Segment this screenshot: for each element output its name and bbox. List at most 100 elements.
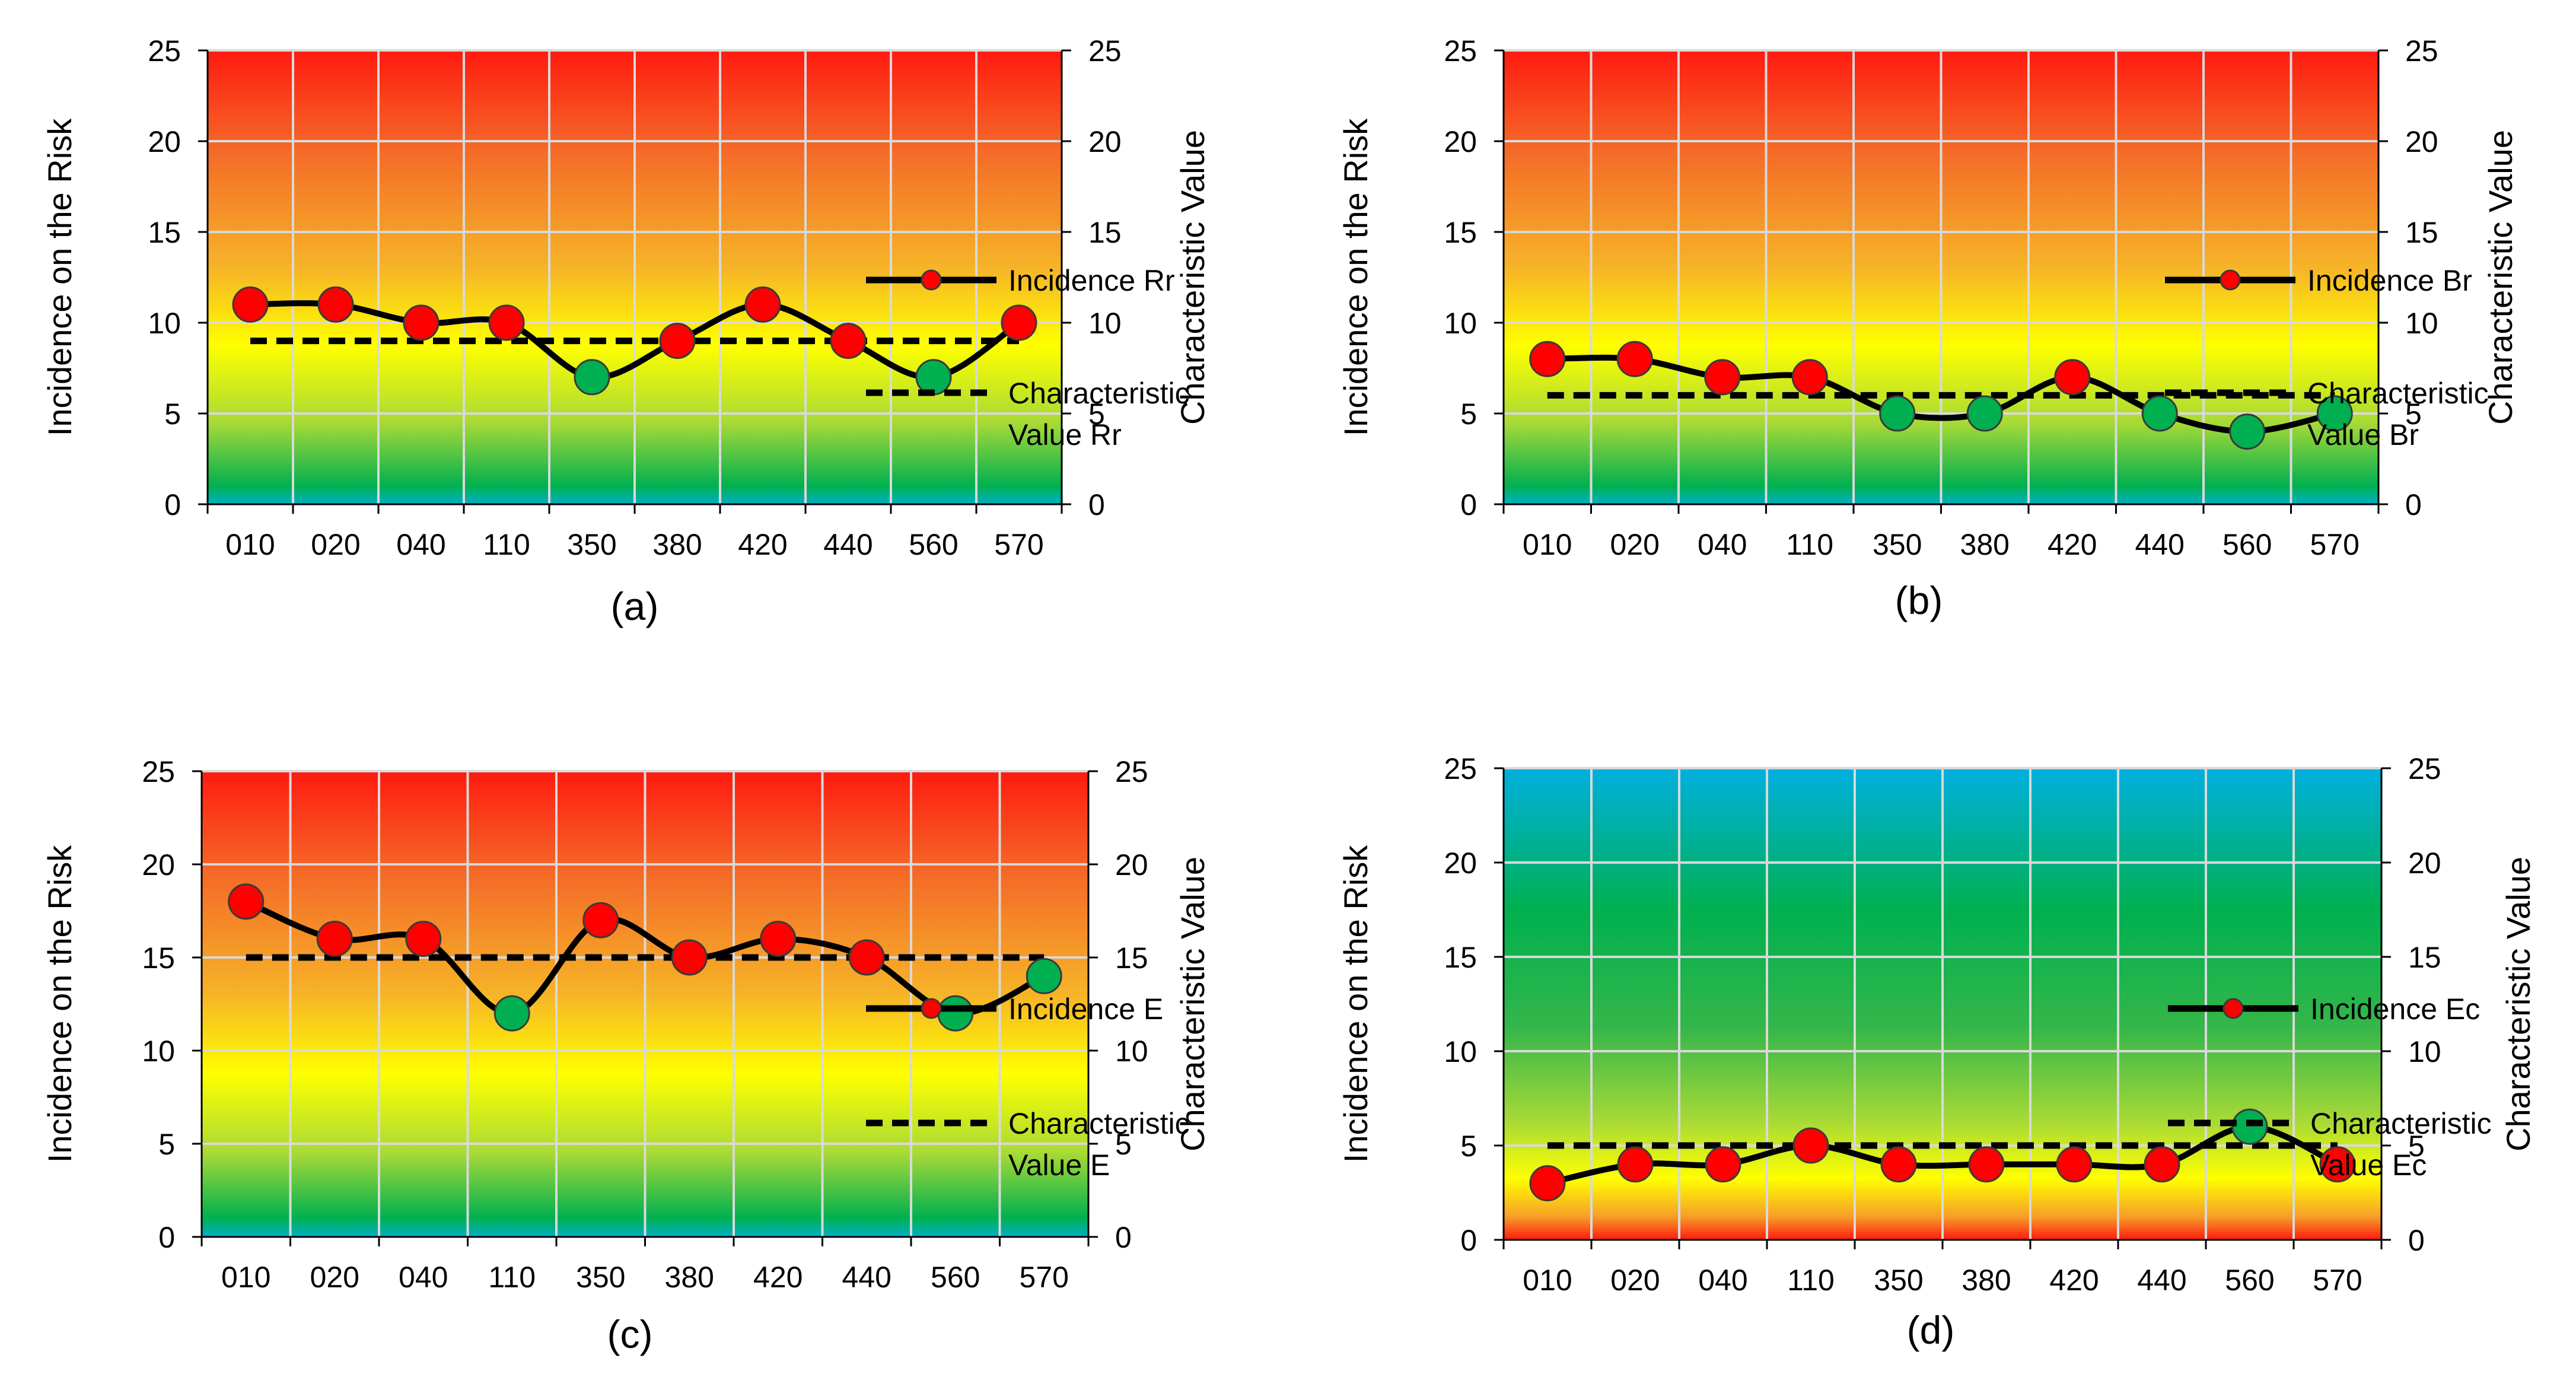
x-tick-label: 010 [1523,528,1572,561]
incidence-point [2229,413,2266,450]
y2-tick-label: 10 [1115,1035,1148,1068]
legend-characteristic-label: Characteristic [2310,1107,2492,1140]
x-tick-label: 040 [1698,1264,1747,1297]
x-tick-label: 440 [823,528,873,561]
y-tick-label: 0 [1460,488,1477,521]
legend: Incidence Ec Characteristic Value Ec [2168,992,2492,1182]
x-tick-label: 420 [2048,528,2097,561]
incidence-point [659,323,696,359]
x-tick-label: 380 [1962,1264,2011,1297]
y2-tick-label: 0 [2408,1224,2425,1257]
x-tick-label: 560 [931,1261,980,1294]
y2-tick-label: 15 [1115,941,1148,975]
incidence-line [1546,1124,2339,1186]
chart-panel-3: 0 0 5 5 10 10 15 15 20 20 25 25 010 020 040 110 350 380 42… [1337,752,2537,1352]
y-tick-label: 25 [1444,752,1477,785]
legend-incidence-label: Incidence E [1008,992,1163,1026]
y-tick-label: 20 [148,125,181,158]
incidence-point [848,939,885,976]
gridlines [208,49,1062,504]
legend-incidence-label: Incidence Rr [1008,264,1175,297]
y-axis-title: Incidence on the Risk [41,845,78,1163]
y-tick-label: 15 [148,216,181,249]
legend-characteristic-label: Characteristic [1008,1107,1190,1140]
incidence-point [830,323,867,359]
y2-axis-title: Characteristic Value [1174,130,1211,425]
legend: Incidence E Characteristic Value E [866,992,1190,1182]
incidence-point [1617,1146,1654,1183]
incidence-point [1529,341,1566,377]
x-tick-label: 440 [842,1261,891,1294]
x-tick-label: 440 [2135,528,2185,561]
incidence-line [250,300,1021,381]
y2-axis-title: Characteristic Value [2482,130,2519,425]
incidence-point [1026,957,1062,994]
panel-caption: (c) [607,1312,653,1356]
y2-axis-title: Characteristic Value [1174,857,1211,1151]
y-axis-title: Incidence on the Risk [1337,118,1374,436]
y2-tick-label: 25 [2408,752,2441,785]
incidence-point [582,902,619,938]
y2-tick-label: 0 [1115,1221,1132,1254]
x-tick-label: 350 [576,1261,625,1294]
x-tick-label: 010 [225,528,275,561]
y2-tick-label: 20 [1088,125,1122,158]
incidence-point [937,995,974,1032]
legend-characteristic-label: Characteristic [1008,377,1190,410]
y2-tick-label: 15 [1088,216,1122,249]
x-tick-label: 350 [1873,528,1922,561]
chart-panel-2: 0 0 5 5 10 10 15 15 20 20 25 25 010 020 040 110 350 380 42… [41,755,1211,1356]
incidence-line [244,899,1046,1017]
y2-tick-label: 0 [2405,488,2422,521]
incidence-point [1704,359,1741,396]
y2-tick-label: 0 [1088,488,1105,521]
incidence-point [228,883,265,920]
y2-tick-label: 15 [2408,941,2441,974]
y2-tick-label: 10 [2408,1035,2441,1068]
legend-incidence-marker [2220,269,2241,291]
y2-tick-label: 25 [2405,34,2438,68]
y-axis-title: Incidence on the Risk [41,118,78,436]
y-tick-label: 5 [1460,1130,1477,1163]
y-tick-label: 0 [164,488,181,521]
x-tick-label: 020 [310,1261,359,1294]
legend: Incidence Rr Characteristic Value Rr [866,264,1190,451]
incidence-point [574,359,610,396]
incidence-point [1705,1146,1741,1183]
legend-characteristic-label-line2: Value Br [2307,418,2419,451]
y2-tick-label: 25 [1115,755,1148,788]
x-tick-label: 110 [483,528,530,561]
incidence-point [1792,1127,1829,1164]
incidence-point [493,995,530,1032]
panel-caption: (a) [611,584,659,628]
y-tick-label: 5 [164,397,181,431]
y-tick-label: 10 [148,307,181,340]
y-tick-label: 20 [1444,847,1477,880]
incidence-point [915,359,952,396]
incidence-point [1968,1146,2005,1183]
y2-tick-label: 20 [2405,125,2438,158]
chart-panel-1: 0 0 5 5 10 10 15 15 20 20 25 25 010 020 040 110 350 380 42… [1337,34,2519,622]
incidence-point [1966,395,2003,432]
incidence-point [1001,304,1037,341]
x-tick-label: 560 [909,528,958,561]
x-tick-label: 570 [1020,1261,1069,1294]
y-tick-label: 5 [158,1128,175,1161]
legend-characteristic-label-line2: Value Ec [2310,1148,2427,1182]
x-tick-label: 040 [399,1261,448,1294]
legend: Incidence Br Characteristic Value Br [2165,264,2489,451]
y-tick-label: 0 [158,1221,175,1254]
y2-tick-label: 25 [1088,34,1122,68]
incidence-point [2231,1108,2268,1145]
incidence-point [2319,1146,2356,1183]
x-tick-label: 560 [2222,528,2272,561]
y-tick-label: 25 [142,755,175,788]
y2-tick-label: 5 [1088,397,1105,431]
y2-tick-label: 5 [2405,397,2422,431]
incidence-point [488,304,525,341]
x-tick-label: 350 [567,528,616,561]
y2-tick-label: 20 [2408,847,2441,880]
incidence-point [2144,1146,2180,1183]
y-tick-label: 15 [142,941,175,975]
panel-caption: (d) [1907,1308,1955,1352]
